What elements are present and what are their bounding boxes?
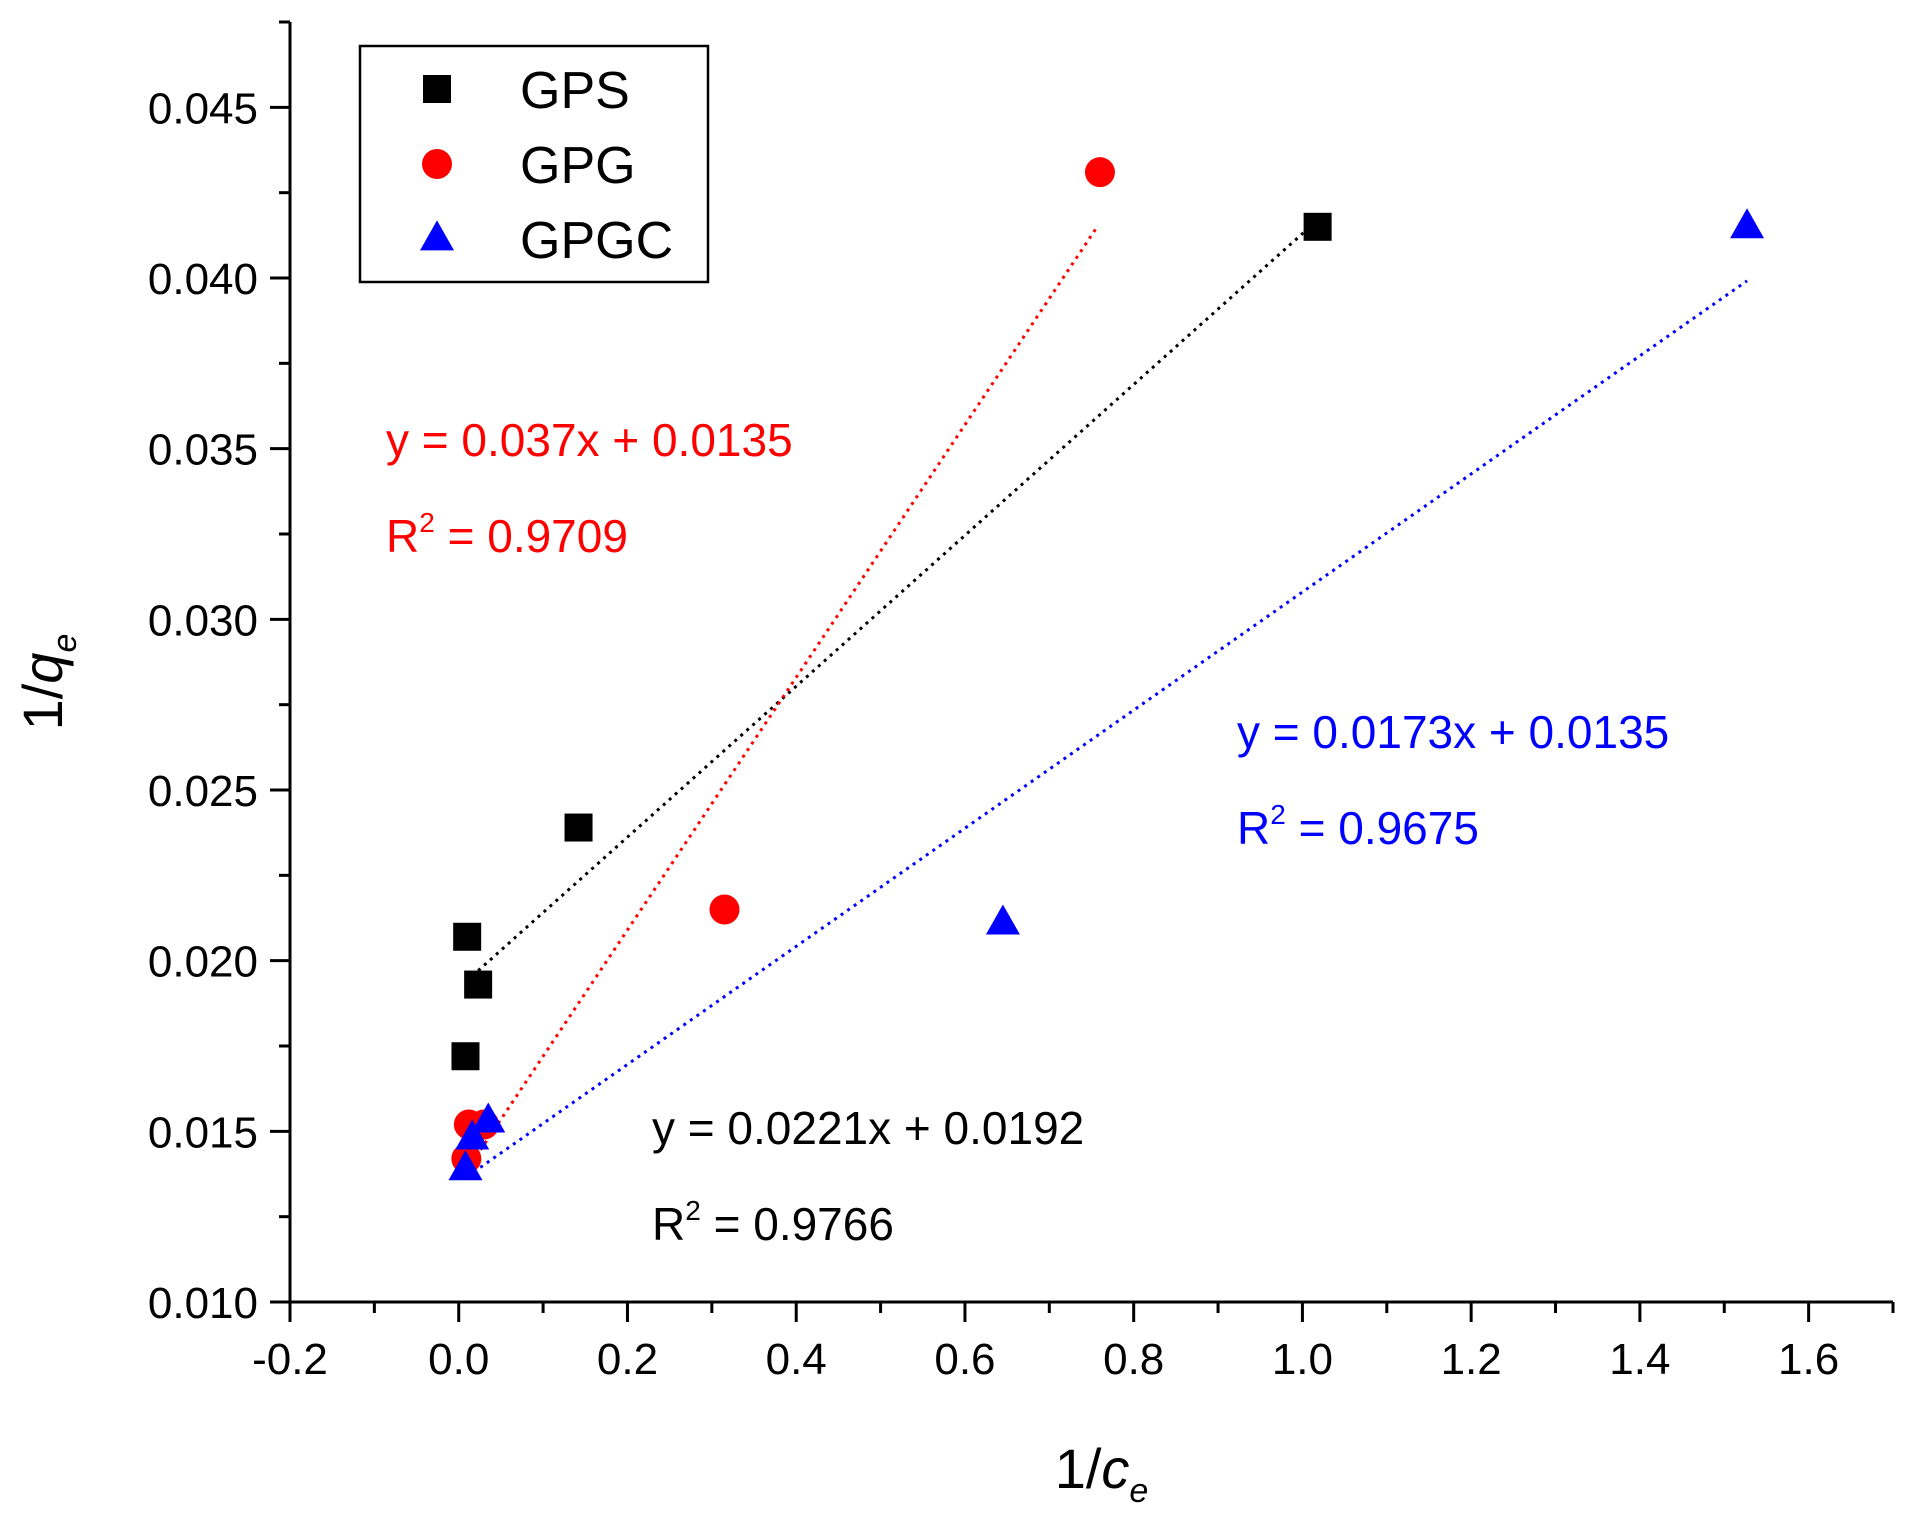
fit-line-gps xyxy=(477,218,1319,972)
data-markers xyxy=(448,157,1765,1181)
x-tick-label: 1.0 xyxy=(1272,1335,1333,1384)
x-tick-label: -0.2 xyxy=(252,1335,328,1384)
data-point-gps xyxy=(451,1042,480,1071)
y-tick-label: 0.045 xyxy=(148,84,258,133)
legend-label-gps: GPS xyxy=(520,62,630,120)
fit-r-squared-gpgc: R2 = 0.9675 xyxy=(1237,799,1479,854)
data-point-gpgc xyxy=(455,1119,490,1150)
fit-equation-gpgc: y = 0.0173x + 0.0135 xyxy=(1237,706,1669,758)
x-axis-title: 1/ce xyxy=(1055,1437,1149,1510)
fit-lines xyxy=(465,218,1748,1178)
x-tick-label: 0.0 xyxy=(428,1335,489,1384)
data-point-gpgc xyxy=(985,904,1020,935)
y-tick-label: 0.020 xyxy=(148,938,258,987)
y-axis-title: 1/qe xyxy=(11,634,84,731)
data-point-gpgc xyxy=(448,1150,483,1181)
legend-marker-gpgc xyxy=(420,220,454,251)
x-tick-label: 0.8 xyxy=(1103,1335,1164,1384)
data-point-gpg xyxy=(1084,157,1115,188)
fit-equations: y = 0.0221x + 0.0192 R2 = 0.9766 y = 0.037… xyxy=(386,414,1669,1250)
fit-equation-gps: y = 0.0221x + 0.0192 xyxy=(652,1102,1084,1154)
data-point-gpgc xyxy=(471,1102,506,1133)
legend-marker-gps xyxy=(423,75,451,103)
y-tick-label: 0.025 xyxy=(148,767,258,816)
data-point-gps xyxy=(564,813,593,842)
legend-marker-gpg xyxy=(422,149,452,179)
x-tick-label: 1.6 xyxy=(1778,1335,1839,1384)
data-point-gpg xyxy=(709,894,740,925)
data-point-gps xyxy=(1303,212,1332,241)
x-tick-label: 1.4 xyxy=(1609,1335,1670,1384)
y-tick-label: 0.040 xyxy=(148,255,258,304)
x-tick-label: 0.6 xyxy=(934,1335,995,1384)
fit-line-gpg xyxy=(465,225,1099,1171)
x-tick-label: 0.4 xyxy=(766,1335,827,1384)
legend-label-gpg: GPG xyxy=(520,137,636,195)
data-point-gpgc xyxy=(1730,208,1765,239)
legend: GPS GPG GPGC xyxy=(358,44,710,284)
data-point-gps xyxy=(453,922,482,951)
y-tick-label: 0.015 xyxy=(148,1108,258,1157)
y-tick-label: 0.030 xyxy=(148,596,258,645)
axis-labels: -0.2 0.0 0.2 0.4 0.6 0.8 1.0 1.2 1.4 1.6 0.010 0.01… xyxy=(11,84,1839,1510)
plot-frame xyxy=(270,20,1895,1322)
legend-box xyxy=(358,44,710,284)
fit-equation-gpg: y = 0.037x + 0.0135 xyxy=(386,414,793,466)
y-tick-label: 0.010 xyxy=(148,1279,258,1328)
x-tick-label: 1.2 xyxy=(1441,1335,1502,1384)
fit-r-squared-gps: R2 = 0.9766 xyxy=(652,1195,894,1250)
y-tick-label: 0.035 xyxy=(148,426,258,475)
data-point-gps xyxy=(464,970,493,999)
fit-r-squared-gpg: R2 = 0.9709 xyxy=(386,507,628,562)
legend-label-gpgc: GPGC xyxy=(520,212,673,270)
x-tick-label: 0.2 xyxy=(597,1335,658,1384)
